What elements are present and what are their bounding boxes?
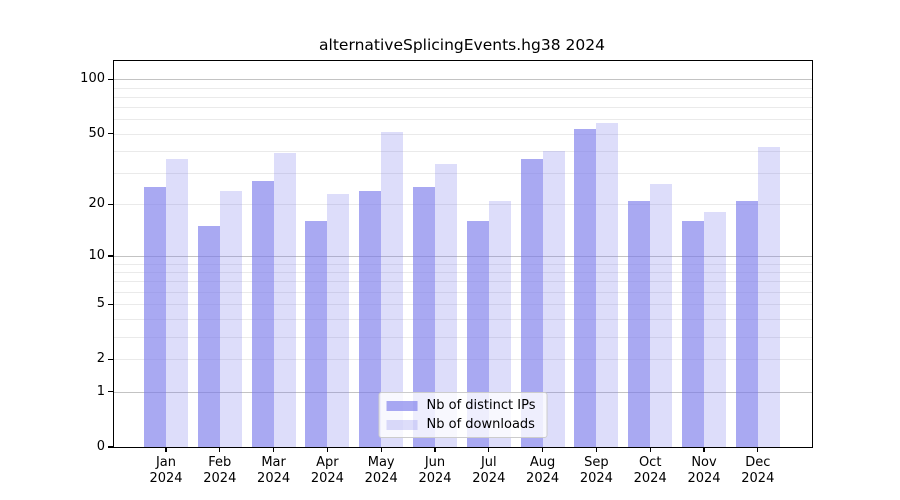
gridline-minor-40 bbox=[114, 151, 812, 153]
gridline-minor-9 bbox=[114, 263, 812, 265]
bar-jan-downloads bbox=[166, 159, 188, 447]
bar-jan-distinct-ips bbox=[144, 187, 166, 447]
gridline-minor-4 bbox=[114, 318, 812, 320]
y-tick-label-20: 20 bbox=[88, 196, 105, 212]
x-tick-label-oct: Oct 2024 bbox=[633, 455, 667, 486]
x-tick-12 bbox=[757, 447, 759, 452]
y-tick-20 bbox=[108, 203, 113, 205]
x-tick-label-dec: Dec 2024 bbox=[741, 455, 775, 486]
legend-swatch-downloads bbox=[386, 419, 418, 430]
gridline-minor-3 bbox=[114, 336, 812, 338]
bar-jun-downloads bbox=[435, 163, 457, 447]
gridline-minor-50 bbox=[114, 133, 812, 135]
x-tick-label-jul: Jul 2024 bbox=[472, 455, 506, 486]
bar-mar-distinct-ips bbox=[251, 181, 274, 447]
plot-area: 0 1 2 5 10 20 50 100 Jan 2024 Feb 2024 Mar 2024 Apr 202… bbox=[80, 60, 813, 486]
y-tick-label-1: 1 bbox=[96, 383, 105, 399]
gridline-minor-20 bbox=[114, 204, 812, 206]
y-tick-label-100: 100 bbox=[80, 71, 105, 87]
bar-sep-downloads bbox=[596, 123, 619, 447]
x-tick-label-jan: Jan 2024 bbox=[149, 455, 183, 486]
chart-title: alternativeSplicingEvents.hg38 2024 bbox=[319, 36, 605, 54]
bar-mar-downloads bbox=[273, 153, 296, 447]
x-tick-label-apr: Apr 2024 bbox=[310, 455, 344, 486]
y-tick-10 bbox=[108, 255, 113, 257]
gridline-minor-60 bbox=[114, 119, 812, 121]
y-tick-100 bbox=[108, 78, 113, 80]
bar-oct-distinct-ips bbox=[628, 200, 651, 447]
y-tick-label-10: 10 bbox=[88, 247, 105, 263]
x-tick-1 bbox=[165, 447, 167, 452]
gridline-minor-6 bbox=[114, 291, 812, 293]
x-tick-label-nov: Nov 2024 bbox=[687, 455, 721, 486]
x-tick-10 bbox=[649, 447, 651, 452]
y-tick-2 bbox=[108, 358, 113, 361]
bar-dec-downloads bbox=[757, 147, 780, 447]
legend-label-distinct-ips: Nb of distinct IPs bbox=[426, 398, 536, 413]
legend-label-downloads: Nb of downloads bbox=[426, 417, 535, 432]
x-tick-label-jun: Jun 2024 bbox=[418, 455, 452, 486]
bar-oct-downloads bbox=[650, 184, 673, 447]
x-tick-9 bbox=[595, 447, 597, 452]
bar-nov-downloads bbox=[704, 212, 726, 447]
x-tick-label-aug: Aug 2024 bbox=[526, 455, 560, 486]
bar-nov-distinct-ips bbox=[682, 221, 704, 447]
x-tick-6 bbox=[434, 447, 436, 452]
x-tick-4 bbox=[326, 447, 328, 452]
x-tick-7 bbox=[488, 447, 490, 452]
gridline-minor-80 bbox=[114, 96, 812, 98]
x-tick-label-mar: Mar 2024 bbox=[257, 455, 291, 486]
x-tick-label-feb: Feb 2024 bbox=[203, 455, 237, 486]
bar-feb-distinct-ips bbox=[197, 226, 220, 447]
y-tick-50 bbox=[108, 133, 113, 135]
bar-apr-downloads bbox=[327, 193, 350, 447]
x-tick-5 bbox=[380, 447, 382, 452]
gridline-minor-2 bbox=[114, 359, 812, 361]
y-tick-1 bbox=[108, 391, 113, 393]
gridline-minor-7 bbox=[114, 281, 812, 283]
legend-swatch-distinct-ips bbox=[386, 400, 418, 411]
bar-dec-distinct-ips bbox=[735, 200, 758, 447]
y-tick-0 bbox=[108, 446, 113, 448]
x-tick-11 bbox=[703, 447, 705, 452]
y-tick-label-50: 50 bbox=[88, 125, 105, 141]
bar-jul-downloads bbox=[488, 200, 511, 447]
bar-may-distinct-ips bbox=[359, 190, 382, 447]
gridline-minor-8 bbox=[114, 271, 812, 273]
x-tick-label-may: May 2024 bbox=[364, 455, 398, 486]
bar-may-downloads bbox=[381, 132, 404, 447]
legend-item-downloads: Nb of downloads bbox=[386, 417, 536, 432]
gridline-minor-90 bbox=[114, 87, 812, 89]
gridline-major-10 bbox=[114, 255, 812, 257]
bar-aug-distinct-ips bbox=[520, 159, 543, 447]
bar-aug-downloads bbox=[542, 151, 565, 447]
x-tick-label-sep: Sep 2024 bbox=[579, 455, 613, 486]
x-tick-2 bbox=[219, 447, 221, 452]
bar-apr-distinct-ips bbox=[305, 221, 328, 447]
legend: Nb of distinct IPs Nb of downloads bbox=[378, 392, 548, 438]
y-tick-label-5: 5 bbox=[96, 296, 105, 312]
x-tick-8 bbox=[542, 447, 544, 452]
gridline-minor-30 bbox=[114, 173, 812, 175]
x-tick-3 bbox=[273, 447, 275, 452]
legend-item-distinct-ips: Nb of distinct IPs bbox=[386, 398, 536, 413]
gridline-major-100 bbox=[114, 79, 812, 81]
bar-feb-downloads bbox=[219, 190, 242, 447]
bar-sep-distinct-ips bbox=[574, 129, 597, 447]
bar-jul-distinct-ips bbox=[466, 221, 489, 447]
y-tick-label-0: 0 bbox=[96, 439, 105, 454]
y-tick-5 bbox=[108, 303, 113, 305]
gridline-minor-70 bbox=[114, 107, 812, 109]
bar-jun-distinct-ips bbox=[413, 187, 435, 447]
y-tick-label-2: 2 bbox=[96, 351, 105, 367]
gridline-minor-5 bbox=[114, 304, 812, 306]
